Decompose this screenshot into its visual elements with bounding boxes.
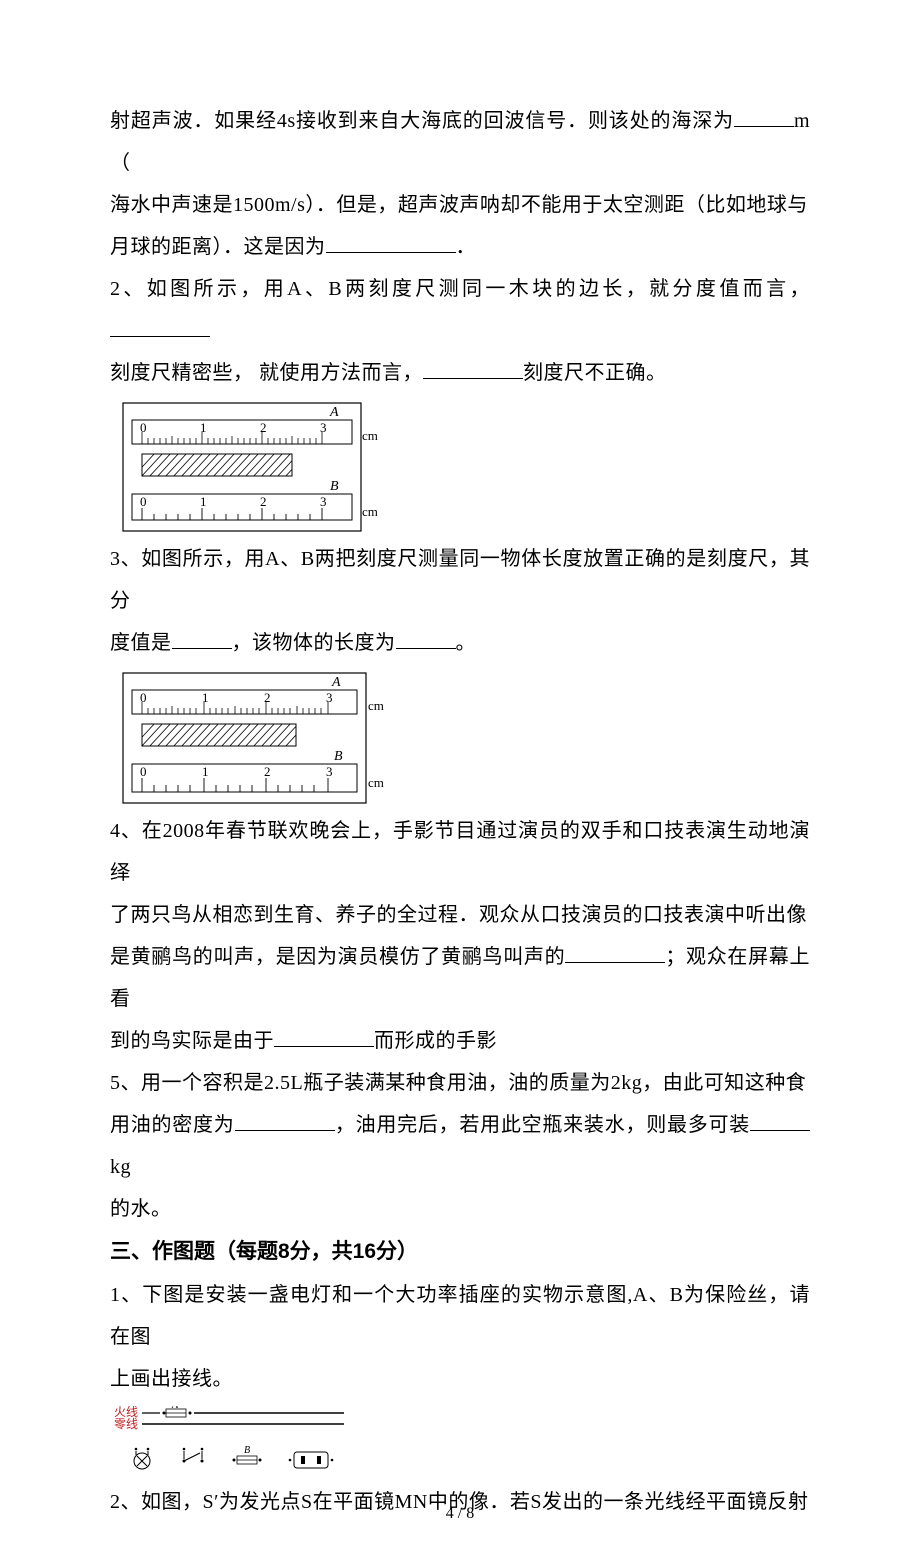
svg-text:2: 2	[264, 690, 271, 705]
svg-text:3: 3	[326, 690, 333, 705]
label-b: B	[330, 479, 339, 494]
q3-text-d: 。	[456, 632, 477, 654]
svg-text:2: 2	[264, 764, 271, 779]
q3-text-c: ，该物体的长度为	[232, 632, 396, 654]
svg-text:3: 3	[320, 494, 327, 509]
q1-line1: 射超声波．如果经4s接收到来自大海底的回波信号．则该处的海深为m（	[110, 100, 810, 184]
page: 射超声波．如果经4s接收到来自大海底的回波信号．则该处的海深为m（ 海水中声速是…	[0, 0, 920, 1563]
svg-text:1: 1	[200, 494, 207, 509]
wood-block	[132, 452, 308, 478]
blank	[326, 232, 456, 253]
q5-line2: 用油的密度为 ，油用完后，若用此空瓶来装水，则最多可装 kg	[110, 1104, 810, 1188]
blank	[235, 1110, 335, 1131]
blank	[750, 1110, 810, 1131]
section-3-heading: 三、作图题（每题8分，共16分）	[110, 1230, 810, 1274]
figure-circuit: 火线 A 零线	[114, 1406, 810, 1481]
q2-line1: 2、如图所示，用A、B两刻度尺测同一木块的边长，就分度值而言，	[110, 268, 810, 352]
figure-rulers-1: A 0 1 2 3 cm	[122, 402, 810, 532]
ruler-a: 0 1 2 3 cm	[132, 690, 384, 714]
page-footer: 4 / 8	[0, 1505, 920, 1523]
svg-text:0: 0	[140, 764, 147, 779]
q4-text-e: 到的鸟实际是由于	[110, 1030, 274, 1052]
lamp-icon	[134, 1448, 150, 1469]
q4-line2: 了两只鸟从相恋到生育、养子的全过程．观众从口技演员的口技表演中听出像	[110, 894, 810, 936]
q2-text-b: 刻度尺精密些， 就使用方法而言，	[110, 362, 423, 384]
svg-text:0: 0	[140, 690, 147, 705]
q1-text-c: 月球的距离）．这是因为	[110, 236, 326, 258]
svg-text:1: 1	[202, 764, 209, 779]
unit-cm-b: cm	[362, 504, 378, 519]
q4-line3: 是黄鹂鸟的叫声，是因为演员模仿了黄鹂鸟叫声的；观众在屏幕上看	[110, 936, 810, 1020]
q4-line4: 到的鸟实际是由于 而形成的手影	[110, 1020, 810, 1062]
q5-line3: 的水。	[110, 1188, 810, 1230]
svg-text:2: 2	[260, 420, 267, 435]
wood-block	[132, 722, 308, 748]
socket-icon	[289, 1452, 334, 1468]
q4-text-c: 是黄鹂鸟的叫声，是因为演员模仿了黄鹂鸟叫声的	[110, 946, 565, 968]
fuse-a-label: A	[171, 1406, 179, 1411]
q3-text-b: 度值是	[110, 632, 172, 654]
q2-text-a: 2、如图所示，用A、B两刻度尺测同一木块的边长，就分度值而言，	[110, 278, 810, 300]
label-a: A	[329, 405, 339, 420]
unit-cm-b: cm	[368, 775, 384, 790]
fuse-b-label: B	[244, 1445, 250, 1456]
circuit-diagram: 火线 A 零线	[114, 1406, 374, 1476]
q5-text-d: kg	[110, 1156, 131, 1178]
q1-text-a: 射超声波．如果经4s接收到来自大海底的回波信号．则该处的海深为	[110, 110, 734, 132]
q4-text-f: 而形成的手影	[374, 1030, 497, 1052]
ruler-diagram-2: A 0 1 2 3 cm B	[122, 672, 387, 804]
blank	[396, 628, 456, 649]
q2-text-c: 刻度尺不正确。	[523, 362, 667, 384]
q5-text-b: 用油的密度为	[110, 1114, 235, 1136]
svg-text:2: 2	[260, 494, 267, 509]
ruler-b: 0 1 2 3 cm	[132, 494, 378, 520]
svg-text:3: 3	[326, 764, 333, 779]
q3-line2: 度值是 ，该物体的长度为 。	[110, 622, 810, 664]
q1-text-end: ．	[456, 236, 477, 258]
svg-text:3: 3	[320, 420, 327, 435]
switch-icon	[183, 1448, 204, 1463]
svg-text:0: 0	[140, 420, 147, 435]
blank	[734, 106, 794, 127]
svg-text:1: 1	[202, 690, 209, 705]
svg-text:0: 0	[140, 494, 147, 509]
q3-line1: 3、如图所示，用A、B两把刻度尺测量同一物体长度放置正确的是刻度尺，其分	[110, 538, 810, 622]
figure-rulers-2: A 0 1 2 3 cm B	[122, 672, 810, 804]
q1-line3: 月球的距离）．这是因为 ．	[110, 226, 810, 268]
blank	[565, 942, 665, 963]
ruler-a: 0 1 2 3 cm	[132, 420, 378, 444]
unit-cm-a: cm	[362, 428, 378, 443]
q4-line1: 4、在2008年春节联欢晚会上，手影节目通过演员的双手和口技表演生动地演绎	[110, 810, 810, 894]
ruler-b: 0 1 2 3 cm	[132, 764, 384, 792]
unit-cm-a: cm	[368, 698, 384, 713]
blank	[274, 1026, 374, 1047]
ruler-diagram-1: A 0 1 2 3 cm	[122, 402, 382, 532]
blank	[423, 358, 523, 379]
q2-line2: 刻度尺精密些， 就使用方法而言， 刻度尺不正确。	[110, 352, 810, 394]
svg-text:1: 1	[200, 420, 207, 435]
q5-text-c: ，油用完后，若用此空瓶来装水，则最多可装	[335, 1114, 750, 1136]
q1-line2: 海水中声速是1500m/s）．但是，超声波声呐却不能用于太空测距（比如地球与	[110, 184, 810, 226]
label-b: B	[334, 749, 343, 764]
label-a: A	[331, 675, 341, 690]
d1-line2: 上画出接线。	[110, 1358, 810, 1400]
blank	[172, 628, 232, 649]
fuse-b-icon: B	[233, 1445, 262, 1464]
blank	[110, 316, 210, 337]
q5-line1: 5、用一个容积是2.5L瓶子装满某种食用油，油的质量为2kg，由此可知这种食	[110, 1062, 810, 1104]
d1-line1: 1、下图是安装一盏电灯和一个大功率插座的实物示意图,A、B为保险丝，请在图	[110, 1274, 810, 1358]
neutral-label: 零线	[114, 1417, 138, 1431]
